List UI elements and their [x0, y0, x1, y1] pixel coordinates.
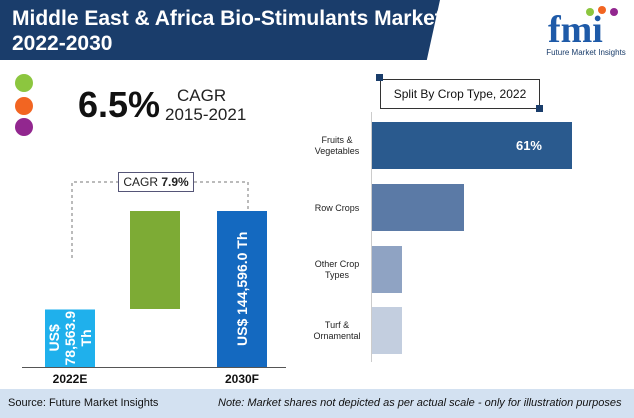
- cagr-annotation-value: 7.9%: [161, 175, 189, 189]
- green-dot-icon: [15, 74, 33, 92]
- header: Middle East & Africa Bio-Stimulants Mark…: [0, 0, 634, 62]
- category-label: Row Crops: [314, 202, 360, 213]
- bar-2: [372, 246, 402, 293]
- cagr-text: CAGR: [177, 86, 227, 105]
- cagr-label: CAGR 2015-2021: [165, 86, 246, 124]
- x-tick-2022: 2022E: [52, 372, 88, 386]
- bar-3: [372, 307, 402, 354]
- corner-marker: [376, 74, 383, 81]
- page-title: Middle East & Africa Bio-Stimulants Mark…: [12, 7, 442, 55]
- orange-dot-icon: [15, 97, 33, 115]
- cagr-annotation-label: CAGR: [123, 175, 158, 189]
- title-banner: [0, 0, 440, 60]
- category-label: Other Crop Types: [314, 259, 360, 280]
- note-text: Note: Market shares not depicted as per …: [218, 397, 622, 409]
- source-text: Source: Future Market Insights: [8, 397, 159, 409]
- bar-value-label: US$ 144,596.0 Th: [234, 231, 250, 347]
- fmi-logo: fmi: [540, 2, 634, 60]
- footer: Source: Future Market Insights Note: Mar…: [0, 389, 634, 418]
- purple-dot-icon: [15, 118, 33, 136]
- category-label: Fruits & Vegetables: [314, 135, 360, 156]
- increment-bar: [130, 211, 180, 309]
- x-axis: [22, 367, 286, 368]
- bar-2022E: US$ 78,563.9 Th: [45, 308, 95, 367]
- svg-text:fmi: fmi: [548, 9, 603, 51]
- cagr-period: 2015-2021: [165, 105, 247, 124]
- category-label: Turf & Ornamental: [313, 320, 361, 341]
- chart-title: Split By Crop Type, 2022: [380, 79, 540, 109]
- y-axis: [371, 112, 372, 362]
- corner-marker: [536, 105, 543, 112]
- bar-value-label: US$ 78,563.9 Th: [46, 310, 94, 366]
- logo-subtitle: Future Market Insights: [546, 48, 626, 57]
- bar-2030F: US$ 144,596.0 Th: [217, 211, 267, 367]
- bar-data-label: 61%: [515, 138, 542, 153]
- cagr-value: 6.5%: [78, 84, 161, 125]
- bar-1: [372, 184, 464, 231]
- x-tick-2030: 2030F: [224, 372, 260, 386]
- bar-0: 61%: [372, 122, 572, 169]
- cagr-annotation: CAGR 7.9%: [118, 172, 194, 192]
